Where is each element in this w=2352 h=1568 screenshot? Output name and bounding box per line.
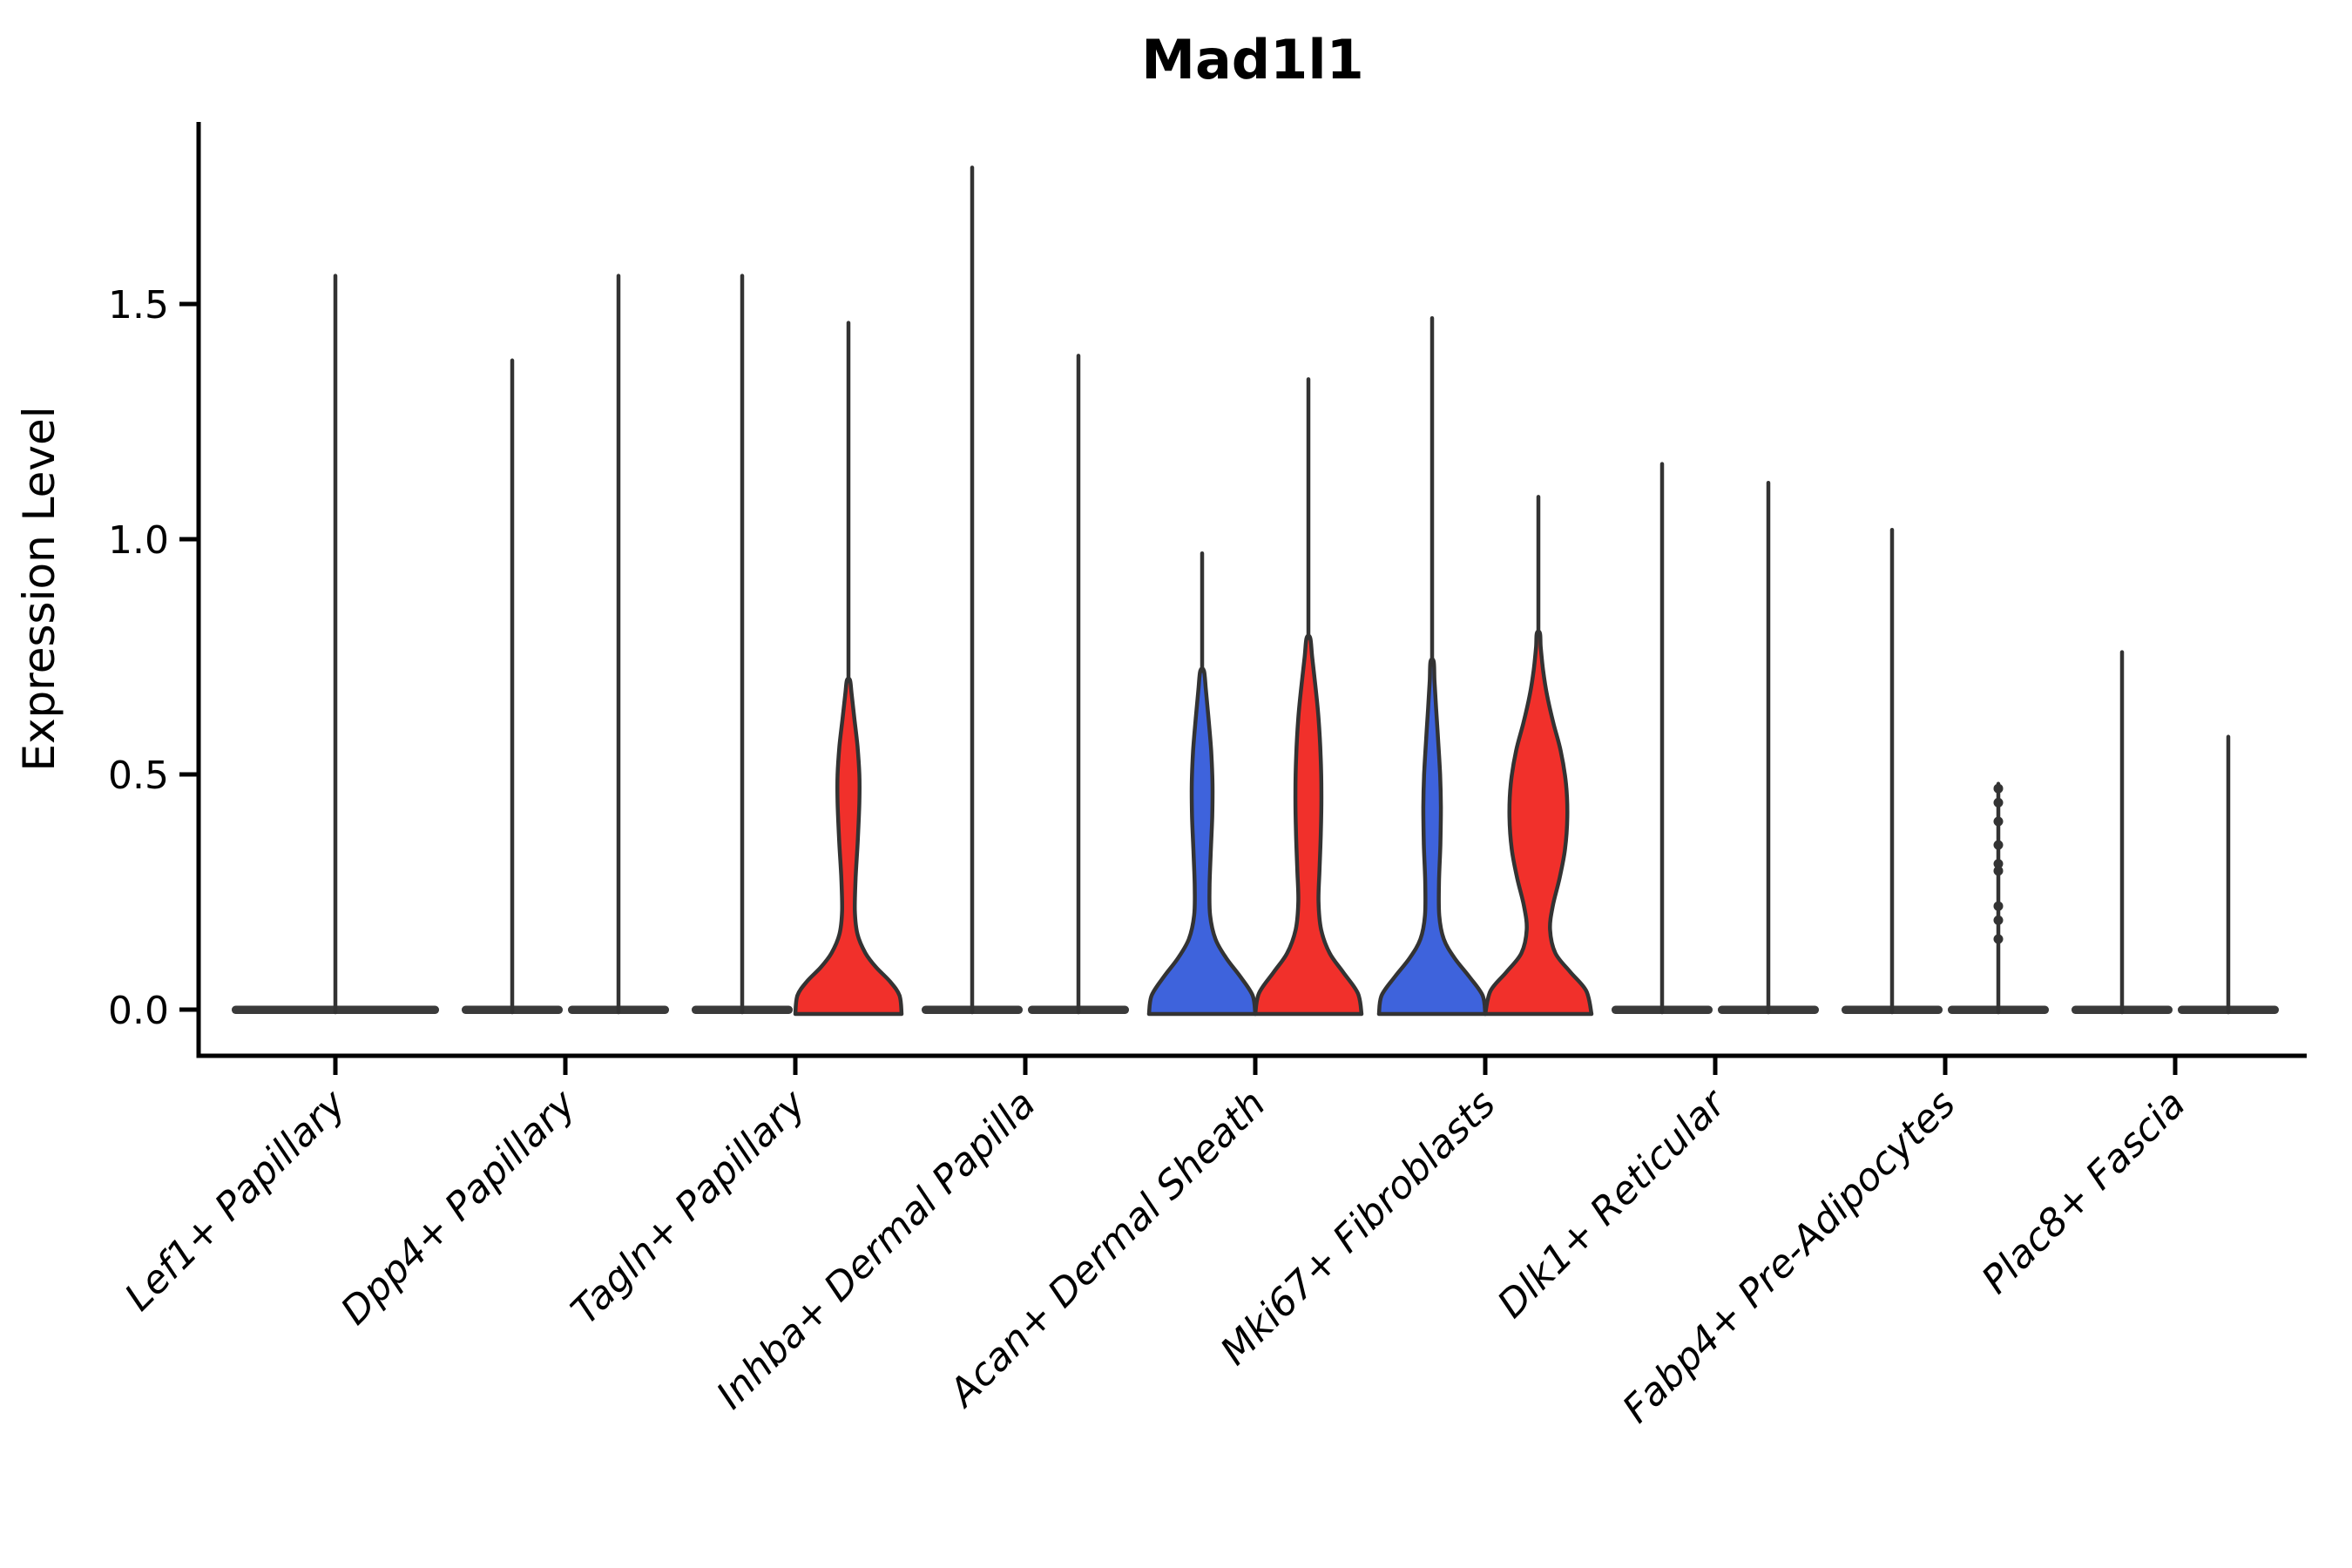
y-tick-label: 1.0 (108, 518, 169, 563)
axes-spines (196, 122, 2307, 1058)
x-tick-label: Dlk1+ Reticular (1489, 1080, 1735, 1327)
y-tick-label: 1.5 (108, 283, 169, 328)
violin-body-mki67-fibroblasts-left (1376, 657, 1488, 1017)
expression-dot (1993, 901, 2004, 911)
violin-body-tagln-papillary-right (793, 676, 904, 1017)
expression-dot (1993, 816, 2004, 827)
expression-dot (1993, 915, 2004, 925)
y-tick-label: 0.5 (108, 754, 169, 798)
y-axis-label: Expression Level (14, 406, 64, 771)
expression-dot (1993, 840, 2004, 850)
violin-body-mki67-fibroblasts-right (1483, 629, 1594, 1017)
x-tick-label: Plac8+ Fascia (1973, 1082, 2193, 1302)
expression-dot (1993, 866, 2004, 876)
expression-dot (1993, 783, 2004, 794)
x-tick-label: Tagln+ Papillary (563, 1081, 814, 1333)
y-tick-label: 0.0 (108, 989, 169, 1033)
violins-layer (232, 166, 2279, 1017)
x-tick-label: Lef1+ Papillary (117, 1081, 355, 1320)
chart-title: Mad1l1 (1141, 28, 1363, 91)
expression-dot (1993, 797, 2004, 808)
x-tick-label: Dpp4+ Papillary (333, 1081, 585, 1334)
expression-dot (1993, 934, 2004, 944)
expression-dot (1993, 859, 2004, 869)
violin-body-acan-dermal-sheath-left (1146, 666, 1258, 1017)
violin-body-acan-dermal-sheath-right (1253, 633, 1364, 1017)
